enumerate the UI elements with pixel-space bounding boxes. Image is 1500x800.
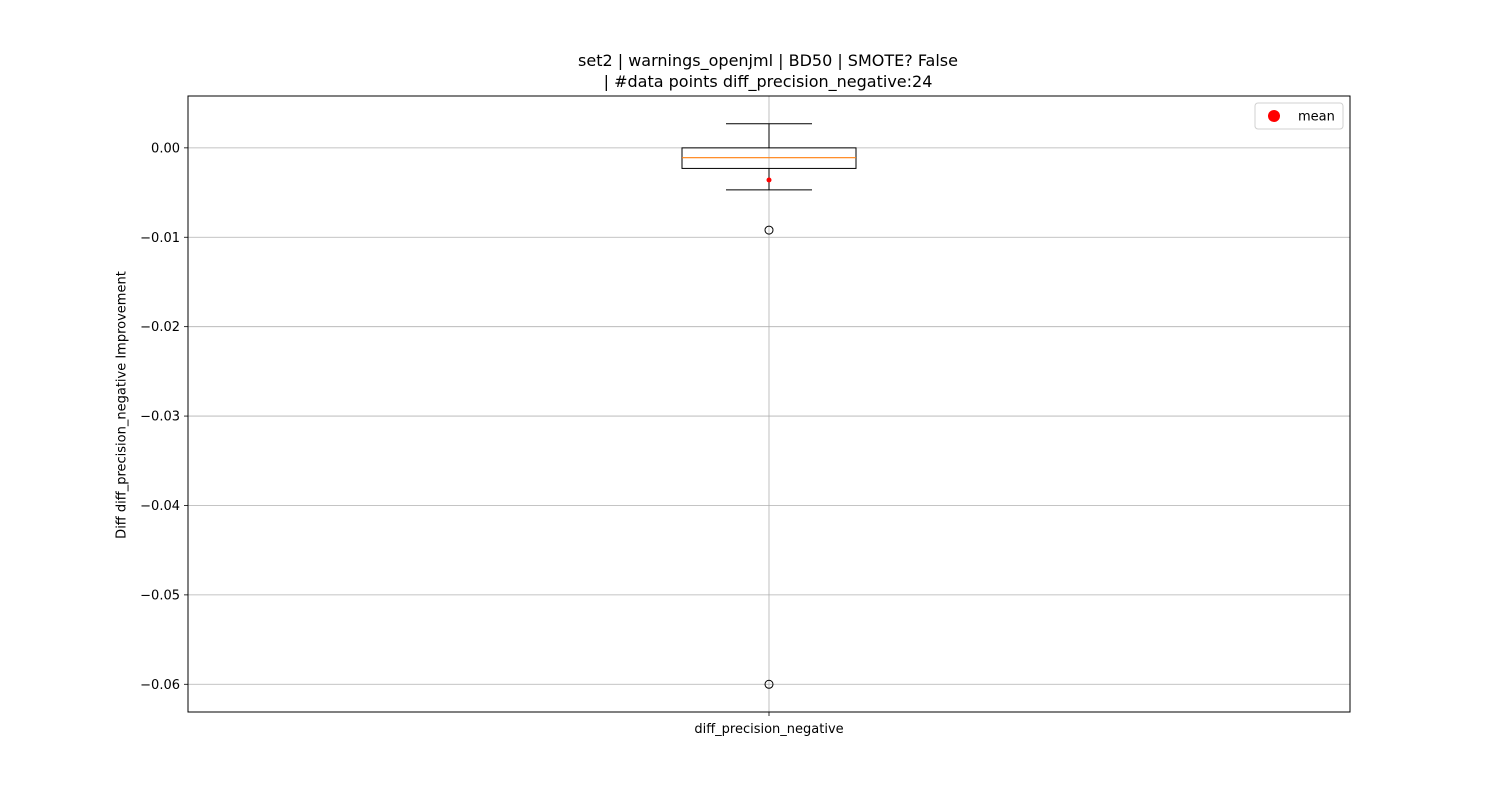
outlier-point [764, 679, 774, 689]
y-tick-label: 0.00 [151, 141, 180, 156]
y-tick-label: −0.02 [140, 320, 180, 335]
legend-box [1254, 102, 1344, 130]
outlier-point [764, 225, 774, 235]
y-tick-label: −0.03 [140, 410, 180, 425]
mean-point [766, 177, 772, 183]
y-tick-label: −0.01 [140, 231, 180, 246]
chart-title-line-1: set2 | warnings_openjml | BD50 | SMOTE? … [578, 51, 958, 70]
legend-mean-label: mean [1298, 110, 1335, 125]
x-tick-label: diff_precision_negative [694, 722, 843, 737]
y-tick-label: −0.05 [140, 588, 180, 603]
chart-title-line-2: | #data points diff_precision_negative:2… [603, 72, 933, 91]
legend-mean-marker [1268, 110, 1280, 122]
y-tick-label: −0.06 [140, 678, 180, 693]
y-tick-label: −0.04 [140, 499, 180, 514]
